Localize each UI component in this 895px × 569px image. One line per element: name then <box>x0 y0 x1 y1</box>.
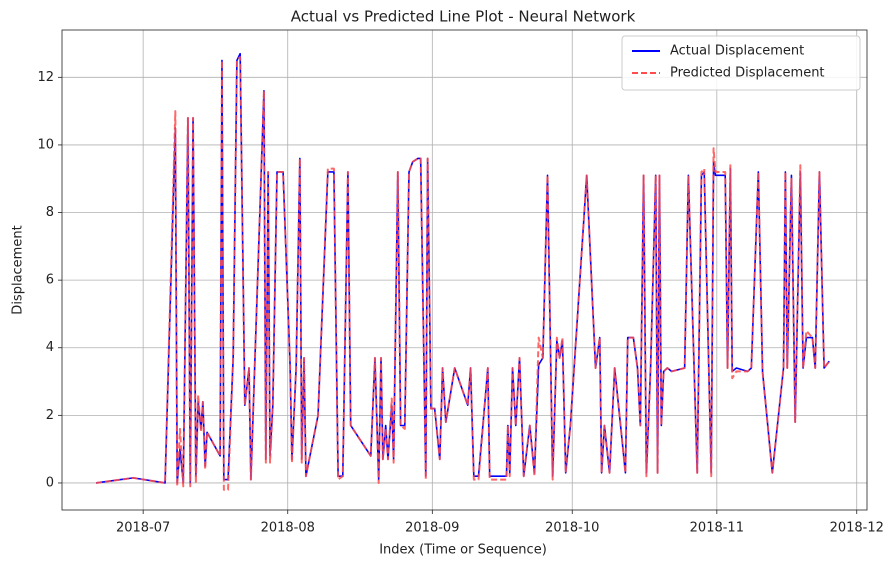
plot-frame <box>61 29 868 511</box>
legend-label: Actual Displacement <box>670 44 804 59</box>
y-tick-label: 10 <box>37 137 54 152</box>
y-tick-label: 0 <box>46 475 54 490</box>
series-line <box>95 56 831 491</box>
chart-title: Actual vs Predicted Line Plot - Neural N… <box>291 8 636 26</box>
legend-box <box>621 35 861 91</box>
y-axis-label: Displacement <box>11 225 26 314</box>
legend-label: Predicted Displacement <box>670 66 825 81</box>
x-tick-label: 2018-08 <box>261 521 315 536</box>
y-tick-label: 2 <box>46 408 54 423</box>
y-tick-label: 4 <box>46 340 54 355</box>
x-tick-label: 2018-12 <box>830 521 884 536</box>
x-tick-label: 2018-09 <box>405 521 459 536</box>
x-tick-label: 2018-07 <box>116 521 170 536</box>
x-tick-label: 2018-10 <box>545 521 599 536</box>
x-tick-label: 2018-11 <box>690 521 744 536</box>
y-tick-label: 6 <box>46 273 54 288</box>
y-tick-label: 8 <box>46 205 54 220</box>
y-tick-label: 12 <box>37 70 54 85</box>
x-axis-label: Index (Time or Sequence) <box>379 543 547 558</box>
series-line <box>95 52 830 484</box>
